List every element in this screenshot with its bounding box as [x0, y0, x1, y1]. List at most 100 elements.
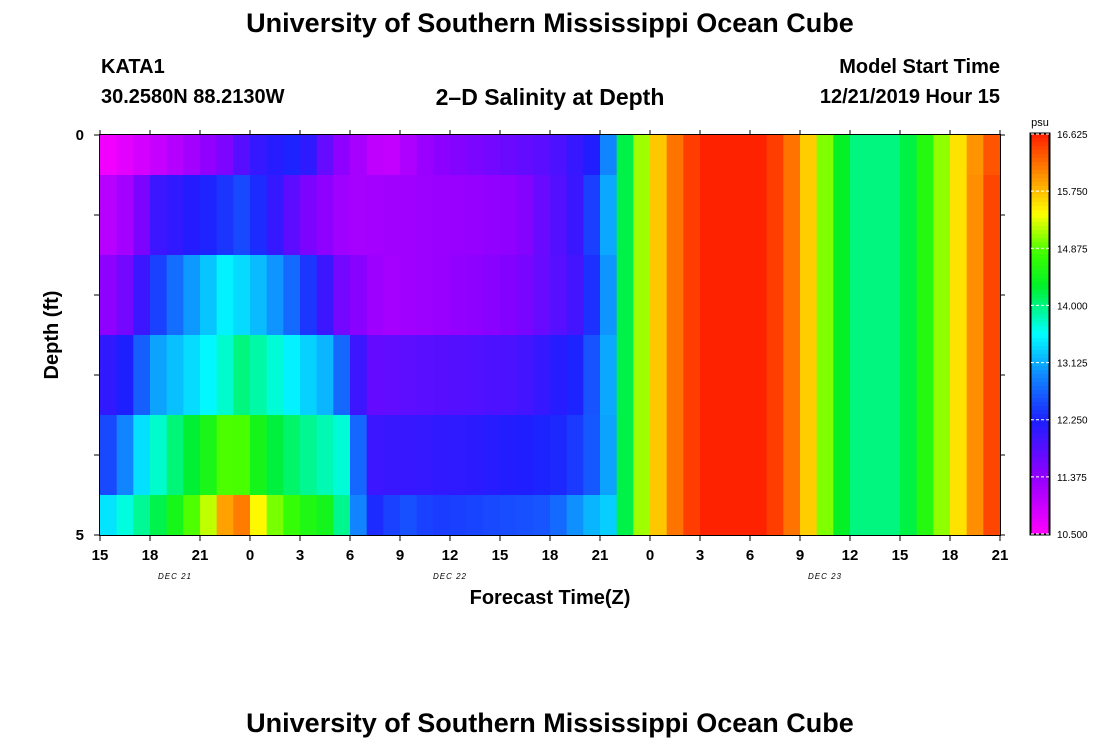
heatmap-cell	[333, 495, 351, 536]
heatmap-cell	[900, 135, 918, 176]
colorbar-cell	[1031, 218, 1049, 223]
heatmap-cell	[700, 335, 718, 416]
heatmap-cell	[300, 135, 318, 176]
heatmap-cell	[533, 335, 551, 416]
colorbar-cell	[1031, 422, 1049, 427]
heatmap-cell	[816, 335, 834, 416]
heatmap-cell	[150, 255, 168, 336]
heatmap-cell	[216, 135, 234, 176]
colorbar-cell	[1031, 246, 1049, 251]
colorbar-cell	[1031, 354, 1049, 359]
heatmap-cell	[600, 175, 618, 256]
heatmap-cell	[916, 255, 934, 336]
heatmap-cell	[916, 335, 934, 416]
colorbar-cell	[1031, 410, 1049, 415]
heatmap-cell	[833, 135, 851, 176]
heatmap-cell	[183, 175, 201, 256]
heatmap-cell	[383, 135, 401, 176]
heatmap-cell	[100, 135, 118, 176]
heatmap-cell	[683, 415, 701, 496]
colorbar-cell	[1031, 262, 1049, 267]
x-axis-label: Forecast Time(Z)	[470, 587, 631, 609]
heatmap-cell	[833, 415, 851, 496]
heatmap-cell	[483, 495, 501, 536]
heatmap-cell	[766, 495, 784, 536]
heatmap-cell	[183, 495, 201, 536]
colorbar-cell	[1031, 478, 1049, 483]
colorbar-cell	[1031, 394, 1049, 399]
colorbar-cell	[1031, 186, 1049, 191]
colorbar-cell	[1031, 530, 1049, 535]
x-tick-label: 9	[396, 547, 404, 564]
colorbar-cell	[1031, 294, 1049, 299]
x-tick-label: 21	[192, 547, 209, 564]
heatmap-cell	[550, 175, 568, 256]
heatmap-cell	[700, 255, 718, 336]
heatmap-cell	[950, 135, 968, 176]
heatmap-cell	[916, 495, 934, 536]
heatmap-cell	[916, 135, 934, 176]
heatmap-cell	[566, 415, 584, 496]
heatmap-cell	[883, 415, 901, 496]
heatmap-cell	[283, 135, 301, 176]
colorbar-cell	[1031, 338, 1049, 343]
heatmap-cell	[466, 175, 484, 256]
heatmap-cell	[150, 415, 168, 496]
heatmap-cell	[283, 175, 301, 256]
heatmap-cell	[883, 175, 901, 256]
colorbar-cell	[1031, 194, 1049, 199]
heatmap-cell	[750, 175, 768, 256]
x-tick-label: 18	[542, 547, 559, 564]
heatmap-cell	[766, 135, 784, 176]
heatmap-cell	[733, 135, 751, 176]
heatmap-cell	[583, 495, 601, 536]
heatmap-cell	[933, 495, 951, 536]
heatmap-cell	[333, 415, 351, 496]
heatmap-cell	[616, 415, 634, 496]
colorbar-cell	[1031, 266, 1049, 271]
heatmap-cell	[216, 495, 234, 536]
heatmap-cell	[600, 415, 618, 496]
colorbar-cell	[1031, 462, 1049, 467]
heatmap-cell	[116, 255, 134, 336]
heatmap-cell	[883, 135, 901, 176]
colorbar-cell	[1031, 518, 1049, 523]
colorbar-cell	[1031, 370, 1049, 375]
heatmap-cell	[983, 415, 1001, 496]
heatmap-cell	[566, 255, 584, 336]
heatmap-cell	[516, 175, 534, 256]
colorbar-cell	[1031, 474, 1049, 479]
colorbar-cell	[1031, 450, 1049, 455]
heatmap-cell	[450, 255, 468, 336]
colorbar-cell	[1031, 402, 1049, 407]
heatmap-cell	[216, 175, 234, 256]
heatmap-cell	[433, 135, 451, 176]
heatmap-cell	[766, 175, 784, 256]
heatmap-cell	[550, 255, 568, 336]
x-tick-label: 9	[796, 547, 804, 564]
heatmap-cell	[783, 255, 801, 336]
colorbar-cell	[1031, 526, 1049, 531]
heatmap-cell	[766, 335, 784, 416]
heatmap-cell	[216, 335, 234, 416]
heatmap-cell	[883, 495, 901, 536]
heatmap-cell	[683, 255, 701, 336]
heatmap-cell	[583, 335, 601, 416]
heatmap-cell	[516, 335, 534, 416]
heatmap-cell	[133, 135, 151, 176]
heatmap-cell	[516, 495, 534, 536]
heatmap-cell	[950, 335, 968, 416]
heatmap-cell	[150, 175, 168, 256]
x-tick-label: 6	[346, 547, 354, 564]
heatmap-cell	[250, 495, 268, 536]
heatmap-cell	[650, 495, 668, 536]
heatmap-cell	[433, 175, 451, 256]
heatmap-cell	[766, 255, 784, 336]
colorbar-cell	[1031, 522, 1049, 527]
heatmap-cell	[450, 335, 468, 416]
heatmap-cell	[233, 335, 251, 416]
colorbar-cell	[1031, 166, 1049, 171]
heatmap-cell	[433, 415, 451, 496]
heatmap-cell	[266, 415, 284, 496]
colorbar-tick-label: 11.375	[1057, 473, 1087, 484]
